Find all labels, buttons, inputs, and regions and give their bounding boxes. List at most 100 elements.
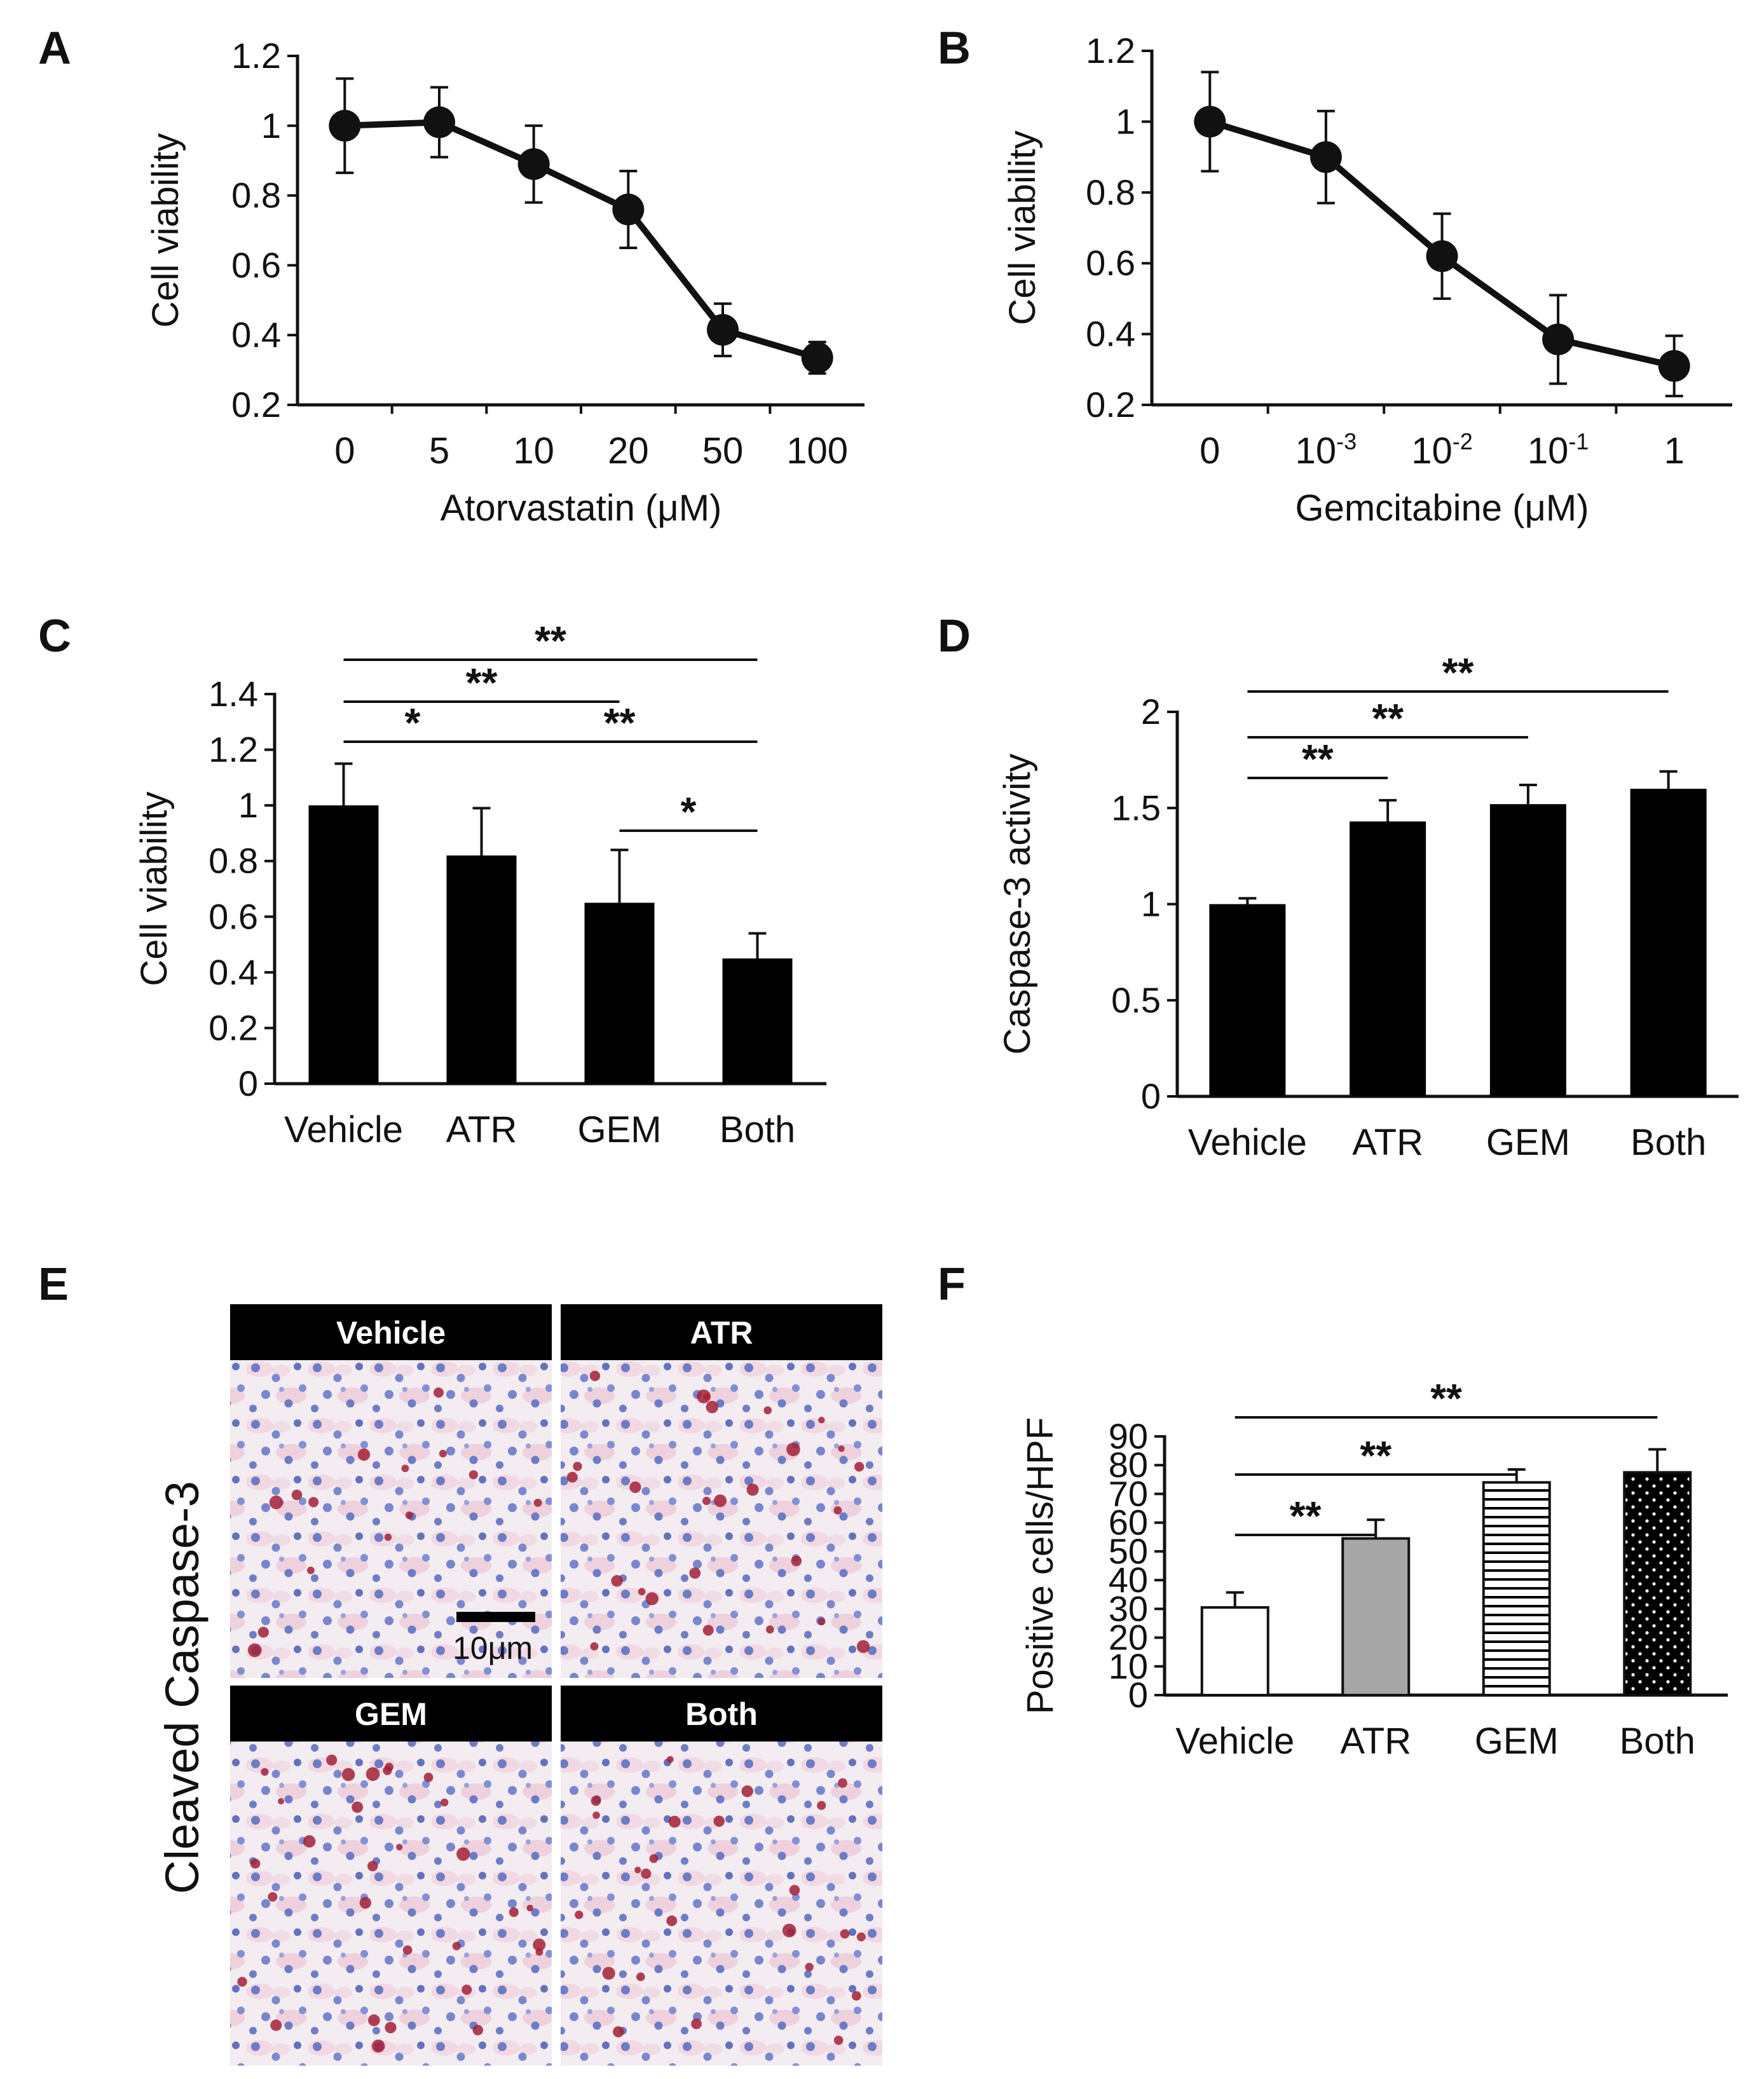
y-tick-label: 0.8 bbox=[209, 841, 258, 881]
stained-cell bbox=[668, 1815, 681, 1828]
x-category-label: ATR bbox=[1352, 1122, 1423, 1163]
significance-label: ** bbox=[604, 700, 636, 746]
x-category-label: GEM bbox=[1475, 1721, 1559, 1762]
header-gem-label: GEM bbox=[355, 1696, 427, 1732]
stained-cell bbox=[805, 1963, 814, 1972]
y-tick-label: 1.5 bbox=[1111, 787, 1161, 828]
stained-cell bbox=[856, 1932, 866, 1942]
stained-cell bbox=[818, 1417, 825, 1424]
header-both bbox=[561, 1686, 882, 1742]
x-category-label: 1 bbox=[1664, 430, 1685, 472]
stained-cell bbox=[591, 1796, 601, 1806]
x-category-label: 10-1 bbox=[1528, 428, 1589, 472]
x-category-label: 10-3 bbox=[1296, 428, 1357, 472]
bar bbox=[722, 958, 793, 1084]
y-tick-label: 50 bbox=[1109, 1531, 1148, 1571]
stained-cell bbox=[702, 1496, 711, 1506]
header-atr bbox=[561, 1304, 882, 1360]
stained-cell bbox=[689, 1567, 701, 1579]
panel-letter-d: D bbox=[938, 611, 971, 662]
significance-label: * bbox=[405, 700, 421, 746]
data-point bbox=[1542, 323, 1575, 355]
y-tick-label: 40 bbox=[1109, 1560, 1148, 1600]
y-tick-label: 1.2 bbox=[1086, 31, 1135, 71]
bar bbox=[1341, 1537, 1411, 1696]
stained-cell bbox=[405, 1511, 413, 1520]
cleaved-caspase-3-label: Cleaved Caspase-3 bbox=[156, 1481, 209, 1894]
data-point bbox=[1426, 240, 1458, 273]
x-category-label: Both bbox=[1631, 1122, 1706, 1163]
bar bbox=[1489, 804, 1566, 1096]
scale-bar-label: 10μm bbox=[453, 1630, 533, 1666]
y-axis-title: Cell viability bbox=[1002, 130, 1043, 325]
data-point bbox=[517, 148, 550, 181]
x-axis-title: Gemcitabine (μM) bbox=[1295, 487, 1589, 529]
y-tick-label: 1.2 bbox=[209, 730, 258, 770]
y-tick-label: 1 bbox=[1116, 101, 1135, 141]
micrograph-vehicle bbox=[230, 1360, 552, 1678]
stained-cell bbox=[439, 1449, 447, 1458]
stained-cell bbox=[402, 1945, 413, 1955]
stained-cell bbox=[702, 1625, 714, 1636]
y-axis-title: Positive cells/HPF bbox=[1020, 1417, 1061, 1714]
micrograph-panel-e: Cleaved Caspase-3 Vehicle ATR GEM Both 1… bbox=[156, 1304, 882, 2066]
header-gem bbox=[230, 1686, 552, 1742]
data-point bbox=[329, 109, 361, 142]
stained-cell bbox=[396, 1844, 403, 1851]
stained-cell bbox=[423, 1773, 434, 1782]
x-category-label: 50 bbox=[702, 430, 744, 472]
chart-panel-d: 0 0.5 1 1.5 2 Caspase-3 activity Vehicle ATR GEM… bbox=[997, 650, 1739, 1163]
x-category-label: Vehicle bbox=[1188, 1122, 1307, 1163]
stained-cell bbox=[261, 1768, 269, 1776]
y-tick-label: 80 bbox=[1109, 1445, 1148, 1485]
data-point bbox=[1309, 141, 1342, 174]
bar bbox=[446, 855, 517, 1084]
stained-cell bbox=[306, 1566, 315, 1574]
stained-cell bbox=[634, 1867, 641, 1874]
stained-cell bbox=[789, 1885, 800, 1896]
micrograph-gem bbox=[230, 1742, 552, 2066]
stained-cell bbox=[782, 1923, 797, 1938]
stained-cell bbox=[854, 1462, 865, 1472]
bar bbox=[1482, 1481, 1551, 1696]
x-category-label: 10-2 bbox=[1411, 428, 1473, 472]
y-tick-label: 0.4 bbox=[231, 315, 281, 355]
y-tick-label: 20 bbox=[1109, 1618, 1148, 1658]
stained-cell bbox=[472, 2024, 484, 2036]
stained-cell bbox=[367, 1860, 378, 1872]
stained-cell bbox=[638, 1588, 646, 1596]
y-tick-label: 10 bbox=[1109, 1646, 1148, 1686]
header-both-label: Both bbox=[685, 1696, 758, 1732]
y-tick-label: 0.6 bbox=[1086, 243, 1135, 283]
stained-cell bbox=[468, 1470, 478, 1480]
y-tick-label: 0 bbox=[238, 1063, 258, 1103]
significance-label: ** bbox=[1360, 1433, 1391, 1478]
stained-cell bbox=[763, 1406, 772, 1415]
stained-cell bbox=[602, 1967, 615, 1980]
significance-label: ** bbox=[535, 618, 566, 664]
x-category-label: Vehicle bbox=[284, 1109, 403, 1150]
y-tick-label: 1.4 bbox=[209, 674, 258, 714]
stained-cell bbox=[533, 1938, 546, 1951]
micrograph-both bbox=[561, 1742, 882, 2066]
significance-label: * bbox=[681, 789, 697, 835]
stained-cell bbox=[366, 1767, 380, 1782]
y-tick-label: 0.2 bbox=[1086, 385, 1135, 425]
x-category-label: Vehicle bbox=[1175, 1721, 1294, 1762]
chart-panel-a: 0.2 0.4 0.6 0.8 1 1.2 Cell viability 0 5 10 20 50 10… bbox=[145, 36, 865, 529]
x-category-label: 10 bbox=[513, 430, 554, 472]
stained-cell bbox=[385, 2022, 397, 2034]
stained-cell bbox=[268, 1892, 278, 1902]
stained-cell bbox=[341, 1768, 355, 1782]
x-category-label: 0 bbox=[1200, 430, 1220, 472]
chart-panel-b: 0.2 0.4 0.6 0.8 1 1.2 Cell viability 0 10-3 10-2 1… bbox=[1002, 31, 1732, 529]
data-point bbox=[1658, 350, 1690, 382]
stained-cell bbox=[786, 1442, 800, 1457]
series-line bbox=[345, 119, 819, 361]
y-axis-title: Cell viability bbox=[133, 791, 175, 986]
stained-cell bbox=[509, 1907, 519, 1918]
stained-cell bbox=[269, 1496, 284, 1510]
stained-cell bbox=[462, 1984, 472, 1995]
y-tick-label: 90 bbox=[1109, 1416, 1148, 1456]
